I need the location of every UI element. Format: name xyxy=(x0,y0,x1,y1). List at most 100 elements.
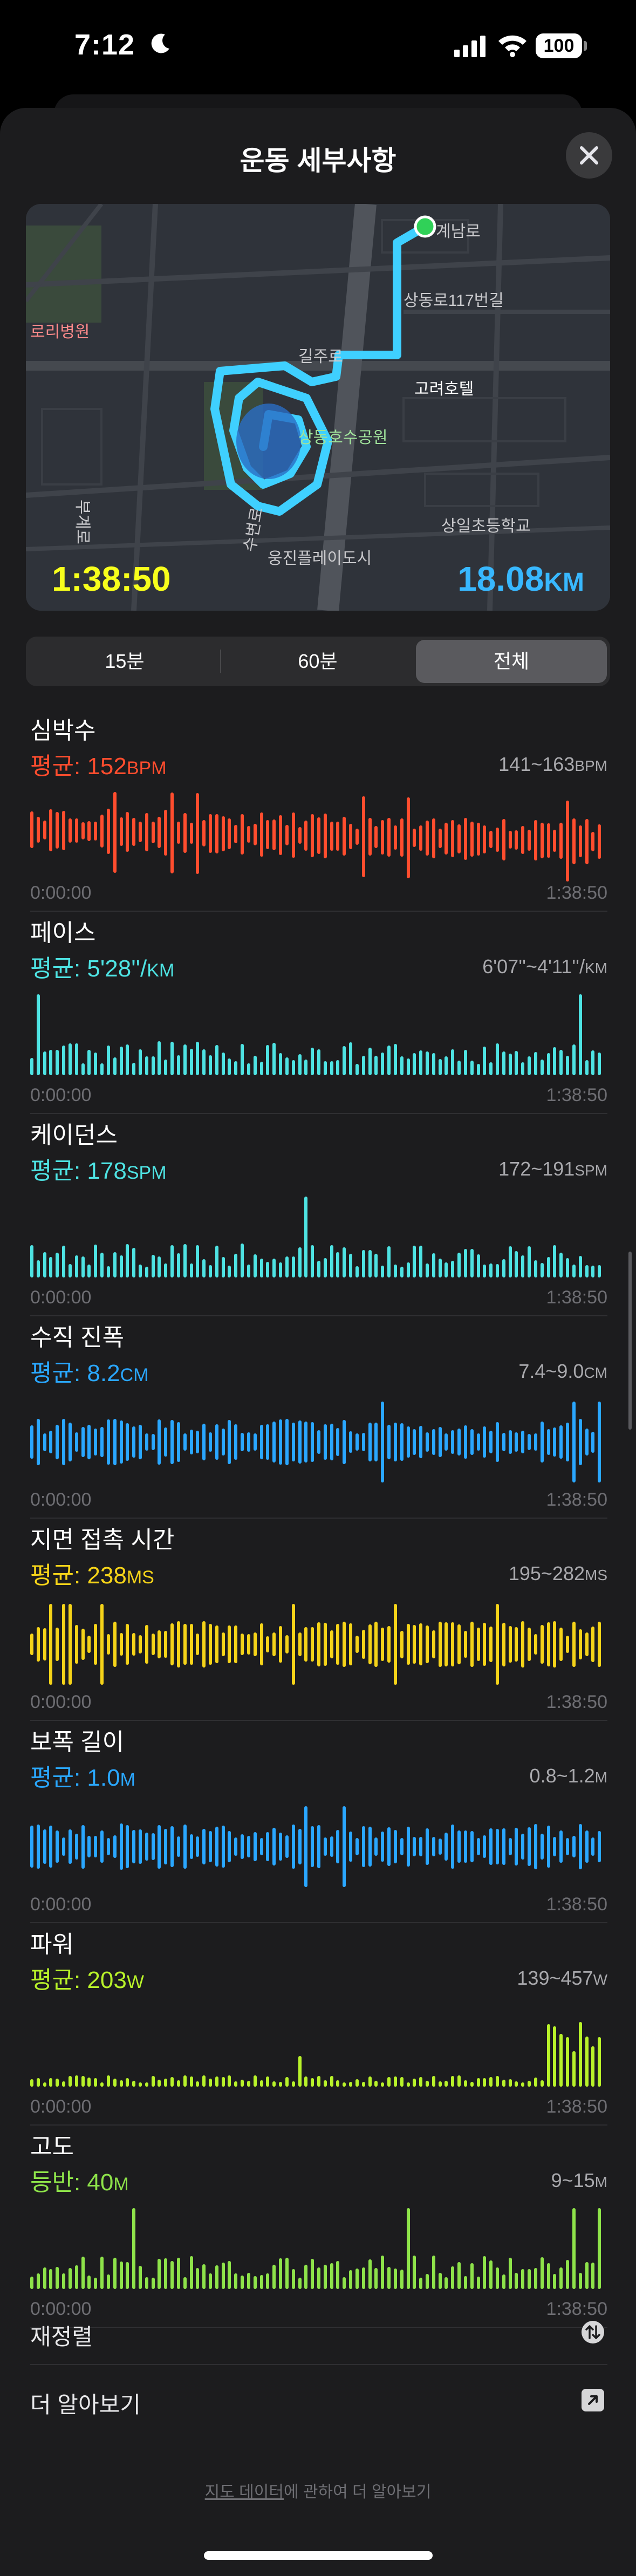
chart-bar xyxy=(132,1633,135,1656)
chart-bar xyxy=(113,2257,117,2289)
chart-bar xyxy=(419,2076,422,2087)
chart-bar xyxy=(222,2262,225,2289)
chart-bar xyxy=(566,2260,569,2289)
chart-bar xyxy=(56,1252,59,1277)
chart-bar xyxy=(572,1044,576,1075)
chart-bar xyxy=(534,1051,537,1075)
chart-bar xyxy=(183,2075,187,2087)
segment-all[interactable]: 전체 xyxy=(416,640,607,683)
chart-bar xyxy=(585,2261,589,2289)
chart-bar xyxy=(158,816,161,849)
chart-bar xyxy=(132,818,135,846)
chart-bar xyxy=(317,2267,320,2289)
chart-bar xyxy=(304,1059,307,1075)
chart-bar xyxy=(400,1423,404,1461)
metric-card-stride-length[interactable]: 보폭 길이 평균: 1.0M 0.8~1.2M 0:00:00 1:38:50 xyxy=(30,1723,607,1925)
chart-bar xyxy=(477,1433,480,1451)
chart-bar xyxy=(368,1048,372,1075)
chart-bar xyxy=(49,1826,52,1868)
chart-bar xyxy=(202,1424,206,1460)
chart-bar xyxy=(107,2274,110,2289)
metric-title: 케이던스 xyxy=(30,1122,118,1149)
chart-bar xyxy=(489,1263,493,1277)
chart-bar xyxy=(247,2081,250,2087)
chart-bar xyxy=(285,2258,289,2289)
metric-range-unit: BPM xyxy=(575,757,607,774)
chart-bar xyxy=(145,1833,148,1861)
metric-average: 평균: 1.0M xyxy=(30,1758,135,1793)
chart-bar xyxy=(547,1053,550,1075)
chart-bar xyxy=(343,2082,346,2087)
chart-bar xyxy=(477,2078,480,2087)
chart-bar xyxy=(585,1060,589,1075)
chart-bar xyxy=(432,1836,435,1857)
chart-bar xyxy=(69,2267,72,2289)
chart-bar xyxy=(37,1824,40,1869)
chart-bar xyxy=(49,1604,52,1685)
chart-bar xyxy=(241,1634,244,1655)
metric-average-unit: W xyxy=(126,1972,144,1992)
chart-bar xyxy=(541,1263,544,1277)
chart-bar xyxy=(183,1825,187,1869)
chart-bar xyxy=(451,1622,454,1667)
chart-bar xyxy=(444,1433,448,1451)
chart-bar xyxy=(432,1053,435,1075)
metric-card-heart-rate[interactable]: 심박수 평균: 152BPM 141~163BPM 0:00:00 1:38:5… xyxy=(30,711,607,913)
metric-card-ground-contact-time[interactable]: 지면 접촉 시간 평균: 238MS 195~282MS 0:00:00 1:3… xyxy=(30,1520,607,1723)
chart-bar xyxy=(598,1621,601,1668)
chart-bar xyxy=(87,1836,91,1857)
chart-bar xyxy=(509,1837,512,1856)
chart-bar xyxy=(336,1252,339,1277)
chart-bar xyxy=(247,1265,250,1277)
home-indicator[interactable] xyxy=(204,2551,433,2560)
chart-bar xyxy=(49,809,52,851)
chart-bar xyxy=(444,1056,448,1075)
chart-bar xyxy=(228,1058,231,1075)
chart-bar xyxy=(336,2260,339,2289)
chart-bar xyxy=(330,1061,333,1075)
chart-bar xyxy=(381,1265,384,1277)
chart-bar xyxy=(292,1060,295,1075)
chart-bar xyxy=(87,1636,91,1653)
chart-bar xyxy=(81,1628,85,1661)
chart-bar xyxy=(254,1433,257,1451)
map-data-link[interactable]: 지도 데이터 xyxy=(204,2483,284,2501)
chart-bar xyxy=(394,2076,397,2087)
chart-bar xyxy=(190,1429,193,1455)
metric-separator xyxy=(30,1315,607,1316)
metric-card-pace[interactable]: 페이스 평균: 5'28''/KM 6'07''~4'11''/KM 0:00:… xyxy=(30,913,607,1116)
chart-bar xyxy=(457,1429,461,1456)
chart-bar xyxy=(215,1245,218,1277)
chart-bar xyxy=(132,2080,135,2087)
chart-bar xyxy=(292,1256,295,1277)
metric-card-cadence[interactable]: 케이던스 평균: 178SPM 172~191SPM 0:00:00 1:38:… xyxy=(30,1116,607,1318)
chart-bar xyxy=(400,1630,404,1658)
chart-bar xyxy=(489,1431,493,1453)
chart-bar xyxy=(534,2077,537,2087)
learn-more-row[interactable]: 더 알아보기 xyxy=(30,2373,607,2427)
reorder-row[interactable]: 재정렬 xyxy=(30,2305,607,2365)
chart-bar xyxy=(579,825,582,858)
segment-60min[interactable]: 60분 xyxy=(298,650,338,672)
metric-card-elevation[interactable]: 고도 등반: 40M 9~15M 0:00:00 1:38:50 xyxy=(30,2127,607,2329)
chart-bar xyxy=(362,2267,365,2289)
chart-bar xyxy=(591,1837,594,1856)
metric-card-power[interactable]: 파워 평균: 203W 139~457W 0:00:00 1:38:50 xyxy=(30,1925,607,2127)
chart-bar xyxy=(202,2075,206,2087)
chart-bar xyxy=(69,818,72,843)
scrollbar[interactable] xyxy=(628,1252,632,1430)
chart-bar xyxy=(260,1258,263,1277)
chart-bar xyxy=(113,2078,117,2087)
chart-bar xyxy=(362,2081,365,2087)
chart-bar xyxy=(177,822,180,844)
chart-bar xyxy=(113,1622,117,1667)
close-button[interactable] xyxy=(566,132,612,179)
chart-bar xyxy=(139,2265,142,2289)
chart-bar xyxy=(457,1830,461,1863)
chart-bar xyxy=(43,1628,46,1661)
route-map[interactable]: 로리병원 계남로 상동로117번길 길주로 고려호텔 상동호수공원 상일초등학교… xyxy=(26,204,610,611)
chart-bar xyxy=(298,2055,302,2087)
metric-card-vertical-oscillation[interactable]: 수직 진폭 평균: 8.2CM 7.4~9.0CM 0:00:00 1:38:5… xyxy=(30,1318,607,1520)
segment-15min[interactable]: 15분 xyxy=(105,650,145,672)
chart-bar xyxy=(170,1042,174,1075)
